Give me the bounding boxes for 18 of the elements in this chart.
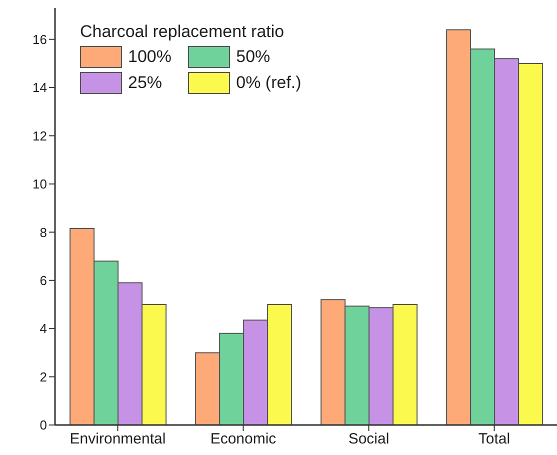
x-tick-label: Total bbox=[478, 430, 510, 448]
y-tick-label: 4 bbox=[40, 321, 47, 336]
x-tick-label: Environmental bbox=[70, 430, 166, 448]
x-tick-label: Economic bbox=[210, 430, 277, 448]
x-tick-label: Social bbox=[348, 430, 390, 448]
y-tick-label: 8 bbox=[40, 224, 47, 240]
legend-title: Charcoal replacement ratio bbox=[80, 22, 286, 42]
y-tick-label: 12 bbox=[32, 128, 47, 144]
y-tick-label: 2 bbox=[40, 369, 47, 384]
y-tick-label: 14 bbox=[32, 80, 47, 96]
y-tick-label: 16 bbox=[32, 32, 47, 47]
legend-label: 100% bbox=[127, 46, 172, 68]
y-tick-label: 10 bbox=[32, 176, 47, 192]
legend-label: 25% bbox=[127, 72, 164, 94]
legend-label: 50% bbox=[235, 46, 272, 68]
legend-label: 0% (ref.) bbox=[235, 72, 302, 94]
y-tick-label: 6 bbox=[40, 272, 47, 288]
y-tick-label: 0 bbox=[40, 418, 47, 433]
